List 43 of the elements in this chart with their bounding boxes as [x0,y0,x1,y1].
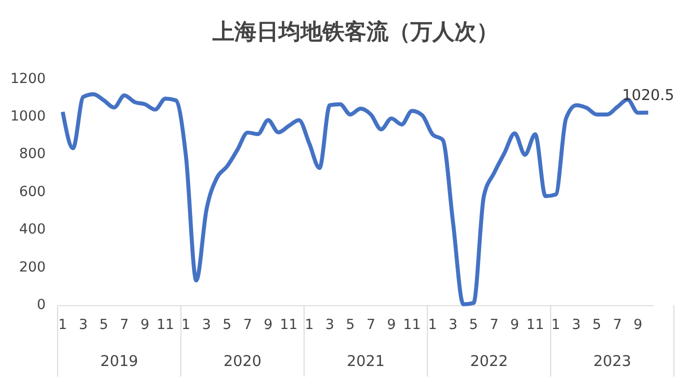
x-tick-label: 7 [243,317,252,334]
y-tick-label: 400 [19,222,46,238]
x-tick-label: 3 [572,317,581,334]
x-tick-label: 5 [469,317,478,334]
x-tick-label: 5 [99,317,108,334]
x-tick-label: 9 [634,317,642,334]
x-tick-label: 3 [325,317,334,334]
x-tick-label: 11 [526,317,544,334]
x-tick-label: 3 [448,317,458,334]
x-tick-label: 1 [58,317,68,334]
text: 2021 [346,352,385,370]
x-tick-label: 1 [551,317,560,334]
x-tick-label: 1 [304,317,314,334]
y-tick-label: 1200 [10,70,46,87]
y-tick-label: 200 [19,259,46,276]
x-tick-label: 7 [366,317,376,334]
text: 2022 [470,352,508,370]
y-tick-label: 600 [19,184,46,200]
x-tick-label: 9 [386,317,396,334]
y-tick-label: 800 [19,146,46,162]
text: 2020 [224,352,262,370]
x-tick-label: 11 [280,317,298,334]
chart-title: 上海日均地铁客流（万人次） [211,19,498,46]
x-tick-label: 11 [156,317,174,334]
x-tick-label: 5 [346,317,355,334]
x-tick-label: 5 [222,317,232,334]
y-tick-label: 1000 [10,108,46,125]
x-tick-label: 1 [428,317,437,334]
x-tick-label: 1 [182,317,190,334]
y-tick-label: 0 [36,297,46,314]
x-tick-label: 7 [120,317,129,334]
x-tick-label: 7 [490,317,499,334]
x-tick-label: 7 [612,317,622,334]
x-tick-label: 9 [510,317,520,334]
x-tick-label: 5 [592,317,602,334]
x-tick-label: 3 [78,317,88,334]
x-tick-label: 9 [264,317,273,334]
text: 2019 [100,352,138,370]
text: 2023 [593,352,632,370]
data-label: 1020.5 [622,86,674,104]
x-tick-label: 3 [202,317,211,334]
x-tick-label: 9 [140,317,150,334]
x-tick-label: 11 [403,317,421,334]
